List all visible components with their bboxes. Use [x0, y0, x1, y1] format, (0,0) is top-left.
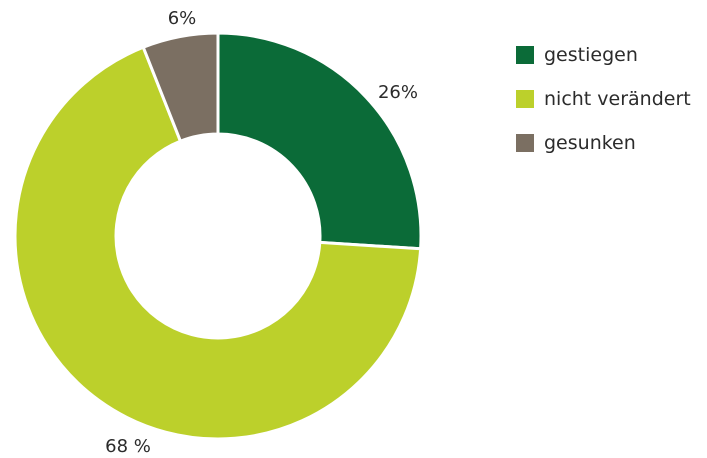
legend-item-gestiegen: gestiegen [516, 33, 691, 77]
slice-gestiegen [216, 31, 423, 251]
slice-gesunken [141, 31, 220, 144]
legend-item-gesunken: gesunken [516, 121, 691, 165]
legend-item-nicht-verändert: nicht verändert [516, 77, 691, 121]
data-label-gestiegen: 26% [378, 82, 418, 103]
legend-swatch [516, 134, 534, 152]
data-label-nicht-verändert: 68 % [105, 436, 151, 457]
data-label-gesunken: 6% [168, 8, 197, 29]
legend-label: gestiegen [544, 44, 638, 66]
slices-group [13, 31, 423, 441]
labels-group: 26% 68 % 6% [105, 8, 418, 457]
legend-swatch [516, 46, 534, 64]
slice-nicht-verändert [13, 45, 423, 441]
legend-label: gesunken [544, 132, 636, 154]
legend: gestiegen nicht verändert gesunken [516, 33, 691, 165]
legend-swatch [516, 90, 534, 108]
legend-label: nicht verändert [544, 88, 691, 110]
